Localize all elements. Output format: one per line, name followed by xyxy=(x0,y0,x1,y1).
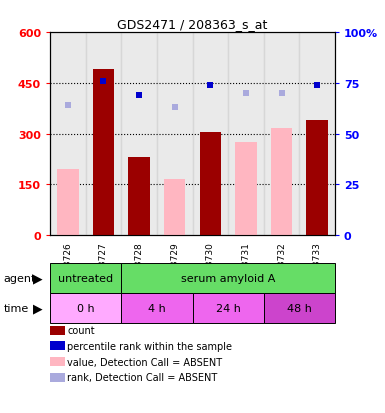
Bar xyxy=(192,33,228,235)
Bar xyxy=(57,170,79,235)
Text: ▶: ▶ xyxy=(33,301,42,315)
Bar xyxy=(121,33,157,235)
Text: 48 h: 48 h xyxy=(287,303,312,313)
Bar xyxy=(271,129,292,235)
Bar xyxy=(228,33,264,235)
Bar xyxy=(300,33,335,235)
Text: 0 h: 0 h xyxy=(77,303,94,313)
Bar xyxy=(306,121,328,235)
Text: untreated: untreated xyxy=(58,273,113,283)
Bar xyxy=(85,33,121,235)
Bar xyxy=(164,180,186,235)
Bar xyxy=(128,158,150,235)
Bar xyxy=(264,33,300,235)
Text: rank, Detection Call = ABSENT: rank, Detection Call = ABSENT xyxy=(67,373,218,382)
Text: serum amyloid A: serum amyloid A xyxy=(181,273,275,283)
Title: GDS2471 / 208363_s_at: GDS2471 / 208363_s_at xyxy=(117,17,268,31)
Bar xyxy=(50,33,85,235)
Bar xyxy=(199,133,221,235)
Text: count: count xyxy=(67,325,95,335)
Text: time: time xyxy=(4,303,29,313)
Text: percentile rank within the sample: percentile rank within the sample xyxy=(67,341,233,351)
Bar xyxy=(93,70,114,235)
Text: 4 h: 4 h xyxy=(148,303,166,313)
Bar xyxy=(157,33,192,235)
Text: agent: agent xyxy=(4,273,36,283)
Text: value, Detection Call = ABSENT: value, Detection Call = ABSENT xyxy=(67,357,223,367)
Text: 24 h: 24 h xyxy=(216,303,241,313)
Bar xyxy=(235,142,257,235)
Text: ▶: ▶ xyxy=(33,272,42,285)
